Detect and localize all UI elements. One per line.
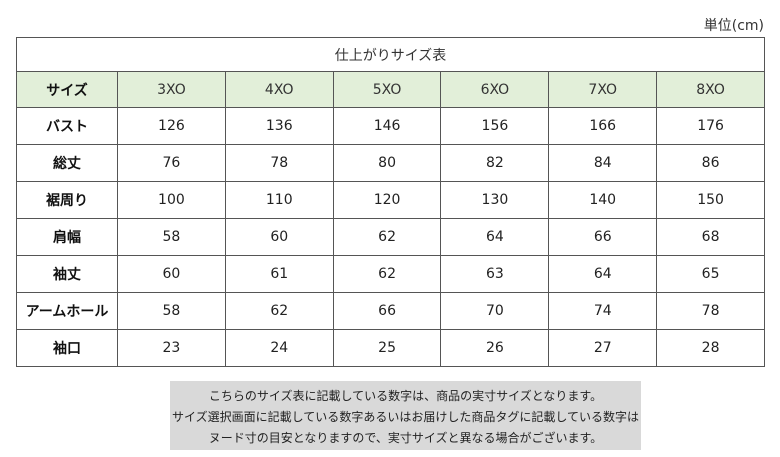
- table-cell: 120: [332, 181, 442, 219]
- table-cell: 78: [656, 292, 765, 330]
- table-cell: 82: [440, 144, 550, 182]
- row-label: 裾周り: [16, 181, 118, 219]
- table-cell: 23: [117, 329, 226, 367]
- table-cell: 62: [332, 255, 442, 293]
- note-line: こちらのサイズ表に記載している数字は、商品の実寸サイズとなります。: [208, 389, 603, 403]
- table-cell: 63: [440, 255, 550, 293]
- table-cell: 84: [548, 144, 658, 182]
- table-cell: 68: [656, 218, 765, 256]
- table-cell: 61: [224, 255, 334, 293]
- table-cell: 62: [224, 292, 334, 330]
- table-cell: 66: [548, 218, 658, 256]
- table-caption: 仕上がりサイズ表: [16, 37, 765, 72]
- table-cell: 24: [224, 329, 334, 367]
- table-row: 袖口 23 24 25 26 27 28: [16, 329, 765, 367]
- unit-label: 単位(cm): [703, 18, 764, 34]
- row-label: アームホール: [16, 292, 118, 330]
- row-label: 総丈: [16, 144, 118, 182]
- table-cell: 136: [224, 107, 334, 145]
- table-cell: 78: [224, 144, 334, 182]
- table-cell: 146: [332, 107, 442, 145]
- table-cell: 126: [117, 107, 226, 145]
- table-cell: 110: [224, 181, 334, 219]
- row-label: 袖口: [16, 329, 118, 367]
- table-row: 総丈 76 78 80 82 84 86: [16, 144, 765, 182]
- table-cell: 140: [548, 181, 658, 219]
- table-cell: 150: [656, 181, 765, 219]
- table-cell: 176: [656, 107, 765, 145]
- row-label: バスト: [16, 107, 118, 145]
- size-header: 4XO: [224, 71, 334, 108]
- row-label: 袖丈: [16, 255, 118, 293]
- size-header-row: サイズ 3XO 4XO 5XO 6XO 7XO 8XO: [16, 71, 765, 108]
- table-cell: 74: [548, 292, 658, 330]
- table-row: バスト 126 136 146 156 166 176: [16, 107, 765, 145]
- size-header: 7XO: [548, 71, 658, 108]
- table-cell: 76: [117, 144, 226, 182]
- table-cell: 64: [440, 218, 550, 256]
- table-cell: 25: [332, 329, 442, 367]
- table-row: アームホール 58 62 66 70 74 78: [16, 292, 765, 330]
- row-label: 肩幅: [16, 218, 118, 256]
- table-caption-row: 仕上がりサイズ表: [16, 37, 765, 72]
- table-cell: 70: [440, 292, 550, 330]
- table-cell: 60: [224, 218, 334, 256]
- table-cell: 130: [440, 181, 550, 219]
- table-cell: 86: [656, 144, 765, 182]
- table-cell: 156: [440, 107, 550, 145]
- table-cell: 28: [656, 329, 765, 367]
- table-row: 裾周り 100 110 120 130 140 150: [16, 181, 765, 219]
- table-cell: 62: [332, 218, 442, 256]
- corner-label: サイズ: [16, 71, 118, 108]
- table-cell: 100: [117, 181, 226, 219]
- size-header: 3XO: [117, 71, 226, 108]
- table-cell: 26: [440, 329, 550, 367]
- size-chart-table: 仕上がりサイズ表 サイズ 3XO 4XO 5XO 6XO 7XO 8XO バスト…: [16, 37, 765, 367]
- measurement-note: こちらのサイズ表に記載している数字は、商品の実寸サイズとなります。 サイズ選択画…: [170, 381, 641, 450]
- note-line: サイズ選択画面に記載している数字あるいはお届けした商品タグに記載している数字は: [172, 410, 639, 424]
- size-header: 6XO: [440, 71, 550, 108]
- table-cell: 166: [548, 107, 658, 145]
- table-cell: 66: [332, 292, 442, 330]
- table-cell: 58: [117, 218, 226, 256]
- table-row: 袖丈 60 61 62 63 64 65: [16, 255, 765, 293]
- table-cell: 80: [332, 144, 442, 182]
- size-header: 5XO: [332, 71, 442, 108]
- table-cell: 60: [117, 255, 226, 293]
- table-row: 肩幅 58 60 62 64 66 68: [16, 218, 765, 256]
- table-cell: 65: [656, 255, 765, 293]
- table-cell: 27: [548, 329, 658, 367]
- table-cell: 64: [548, 255, 658, 293]
- note-line: ヌード寸の目安となりますので、実寸サイズと異なる場合がございます。: [208, 431, 603, 445]
- table-cell: 58: [117, 292, 226, 330]
- size-header: 8XO: [656, 71, 765, 108]
